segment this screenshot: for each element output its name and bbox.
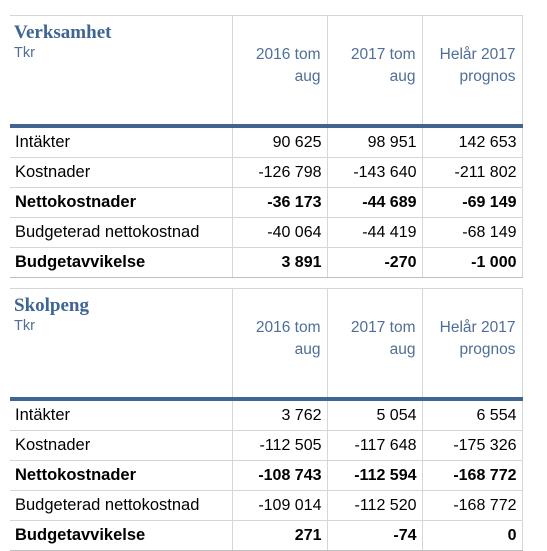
table-row: Kostnader -112 505 -117 648 -175 326 <box>10 430 523 461</box>
row-label: Intäkter <box>10 397 233 431</box>
row-label: Intäkter <box>10 124 233 158</box>
value-cell: -168 772 <box>421 490 523 521</box>
header-category-cell: Skolpeng Tkr <box>10 288 233 400</box>
value-cell: 3 762 <box>231 397 328 431</box>
value-cell: -112 520 <box>326 490 423 521</box>
column-header-line2: aug <box>294 341 321 358</box>
value-cell: -112 594 <box>326 460 423 491</box>
header-category-cell: Verksamhet Tkr <box>10 15 233 127</box>
value-cell: -109 014 <box>231 490 328 521</box>
value-cell: 98 951 <box>326 124 423 158</box>
value-cell: -1 000 <box>421 247 523 278</box>
value-cell: -40 064 <box>231 217 328 248</box>
row-label: Kostnader <box>10 430 233 461</box>
row-label: Budgeterad nettokostnad <box>10 490 233 521</box>
table-row: Budgeterad nettokostnad -40 064 -44 419 … <box>10 217 523 248</box>
column-header-line2: aug <box>294 68 321 85</box>
value-cell: -69 149 <box>421 187 523 218</box>
column-header-line1: Helår 2017 <box>439 46 516 63</box>
column-header: 2016 tom aug <box>231 15 328 127</box>
value-cell: 271 <box>231 520 328 551</box>
value-cell: -44 419 <box>326 217 423 248</box>
value-cell: -168 772 <box>421 460 523 491</box>
column-header-line1: Helår 2017 <box>439 319 516 336</box>
table-row: Nettokostnader -108 743 -112 594 -168 77… <box>10 460 523 491</box>
value-cell: -175 326 <box>421 430 523 461</box>
column-header-line1: 2017 tom <box>350 46 416 63</box>
column-header: Helår 2017 prognos <box>421 15 523 127</box>
value-cell: -44 689 <box>326 187 423 218</box>
value-cell: -68 149 <box>421 217 523 248</box>
value-cell: 3 891 <box>231 247 328 278</box>
column-header: 2017 tom aug <box>326 15 423 127</box>
value-cell: -270 <box>326 247 423 278</box>
column-header-line1: 2017 tom <box>350 319 416 336</box>
value-cell: 90 625 <box>231 124 328 158</box>
value-cell: -74 <box>326 520 423 551</box>
table-header-row: Skolpeng Tkr 2016 tom aug 2017 tom aug Hel… <box>10 288 523 400</box>
table-row: Kostnader -126 798 -143 640 -211 802 <box>10 157 523 188</box>
value-cell: 0 <box>421 520 523 551</box>
unit-label: Tkr <box>14 318 35 334</box>
table-title: Skolpeng <box>14 295 89 316</box>
row-label: Budgetavvikelse <box>10 247 233 278</box>
value-cell: -211 802 <box>421 157 523 188</box>
row-label: Budgeterad nettokostnad <box>10 217 233 248</box>
row-label: Nettokostnader <box>10 187 233 218</box>
row-label: Kostnader <box>10 157 233 188</box>
verksamhet-table: Verksamhet Tkr 2016 tom aug 2017 tom aug H… <box>10 15 523 278</box>
table-row: Budgeterad nettokostnad -109 014 -112 52… <box>10 490 523 521</box>
value-cell: 5 054 <box>326 397 423 431</box>
skolpeng-table: Skolpeng Tkr 2016 tom aug 2017 tom aug Hel… <box>10 288 523 551</box>
table-row: Intäkter 90 625 98 951 142 653 <box>10 124 523 158</box>
value-cell: -143 640 <box>326 157 423 188</box>
column-header: Helår 2017 prognos <box>421 288 523 400</box>
column-header: 2017 tom aug <box>326 288 423 400</box>
column-header: 2016 tom aug <box>231 288 328 400</box>
row-label: Budgetavvikelse <box>10 520 233 551</box>
row-label: Nettokostnader <box>10 460 233 491</box>
table-title: Verksamhet <box>14 22 112 43</box>
column-header-line1: 2016 tom <box>255 46 321 63</box>
value-cell: -36 173 <box>231 187 328 218</box>
table-row: Budgetavvikelse 3 891 -270 -1 000 <box>10 247 523 278</box>
column-header-line2: prognos <box>459 341 516 358</box>
table-row: Budgetavvikelse 271 -74 0 <box>10 520 523 551</box>
unit-label: Tkr <box>14 45 35 61</box>
table-row: Nettokostnader -36 173 -44 689 -69 149 <box>10 187 523 218</box>
value-cell: 142 653 <box>421 124 523 158</box>
value-cell: -117 648 <box>326 430 423 461</box>
table-header-row: Verksamhet Tkr 2016 tom aug 2017 tom aug H… <box>10 15 523 127</box>
column-header-line2: aug <box>389 68 416 85</box>
value-cell: -108 743 <box>231 460 328 491</box>
value-cell: 6 554 <box>421 397 523 431</box>
table-row: Intäkter 3 762 5 054 6 554 <box>10 397 523 431</box>
column-header-line2: prognos <box>459 68 516 85</box>
column-header-line1: 2016 tom <box>255 319 321 336</box>
value-cell: -126 798 <box>231 157 328 188</box>
value-cell: -112 505 <box>231 430 328 461</box>
column-header-line2: aug <box>389 341 416 358</box>
